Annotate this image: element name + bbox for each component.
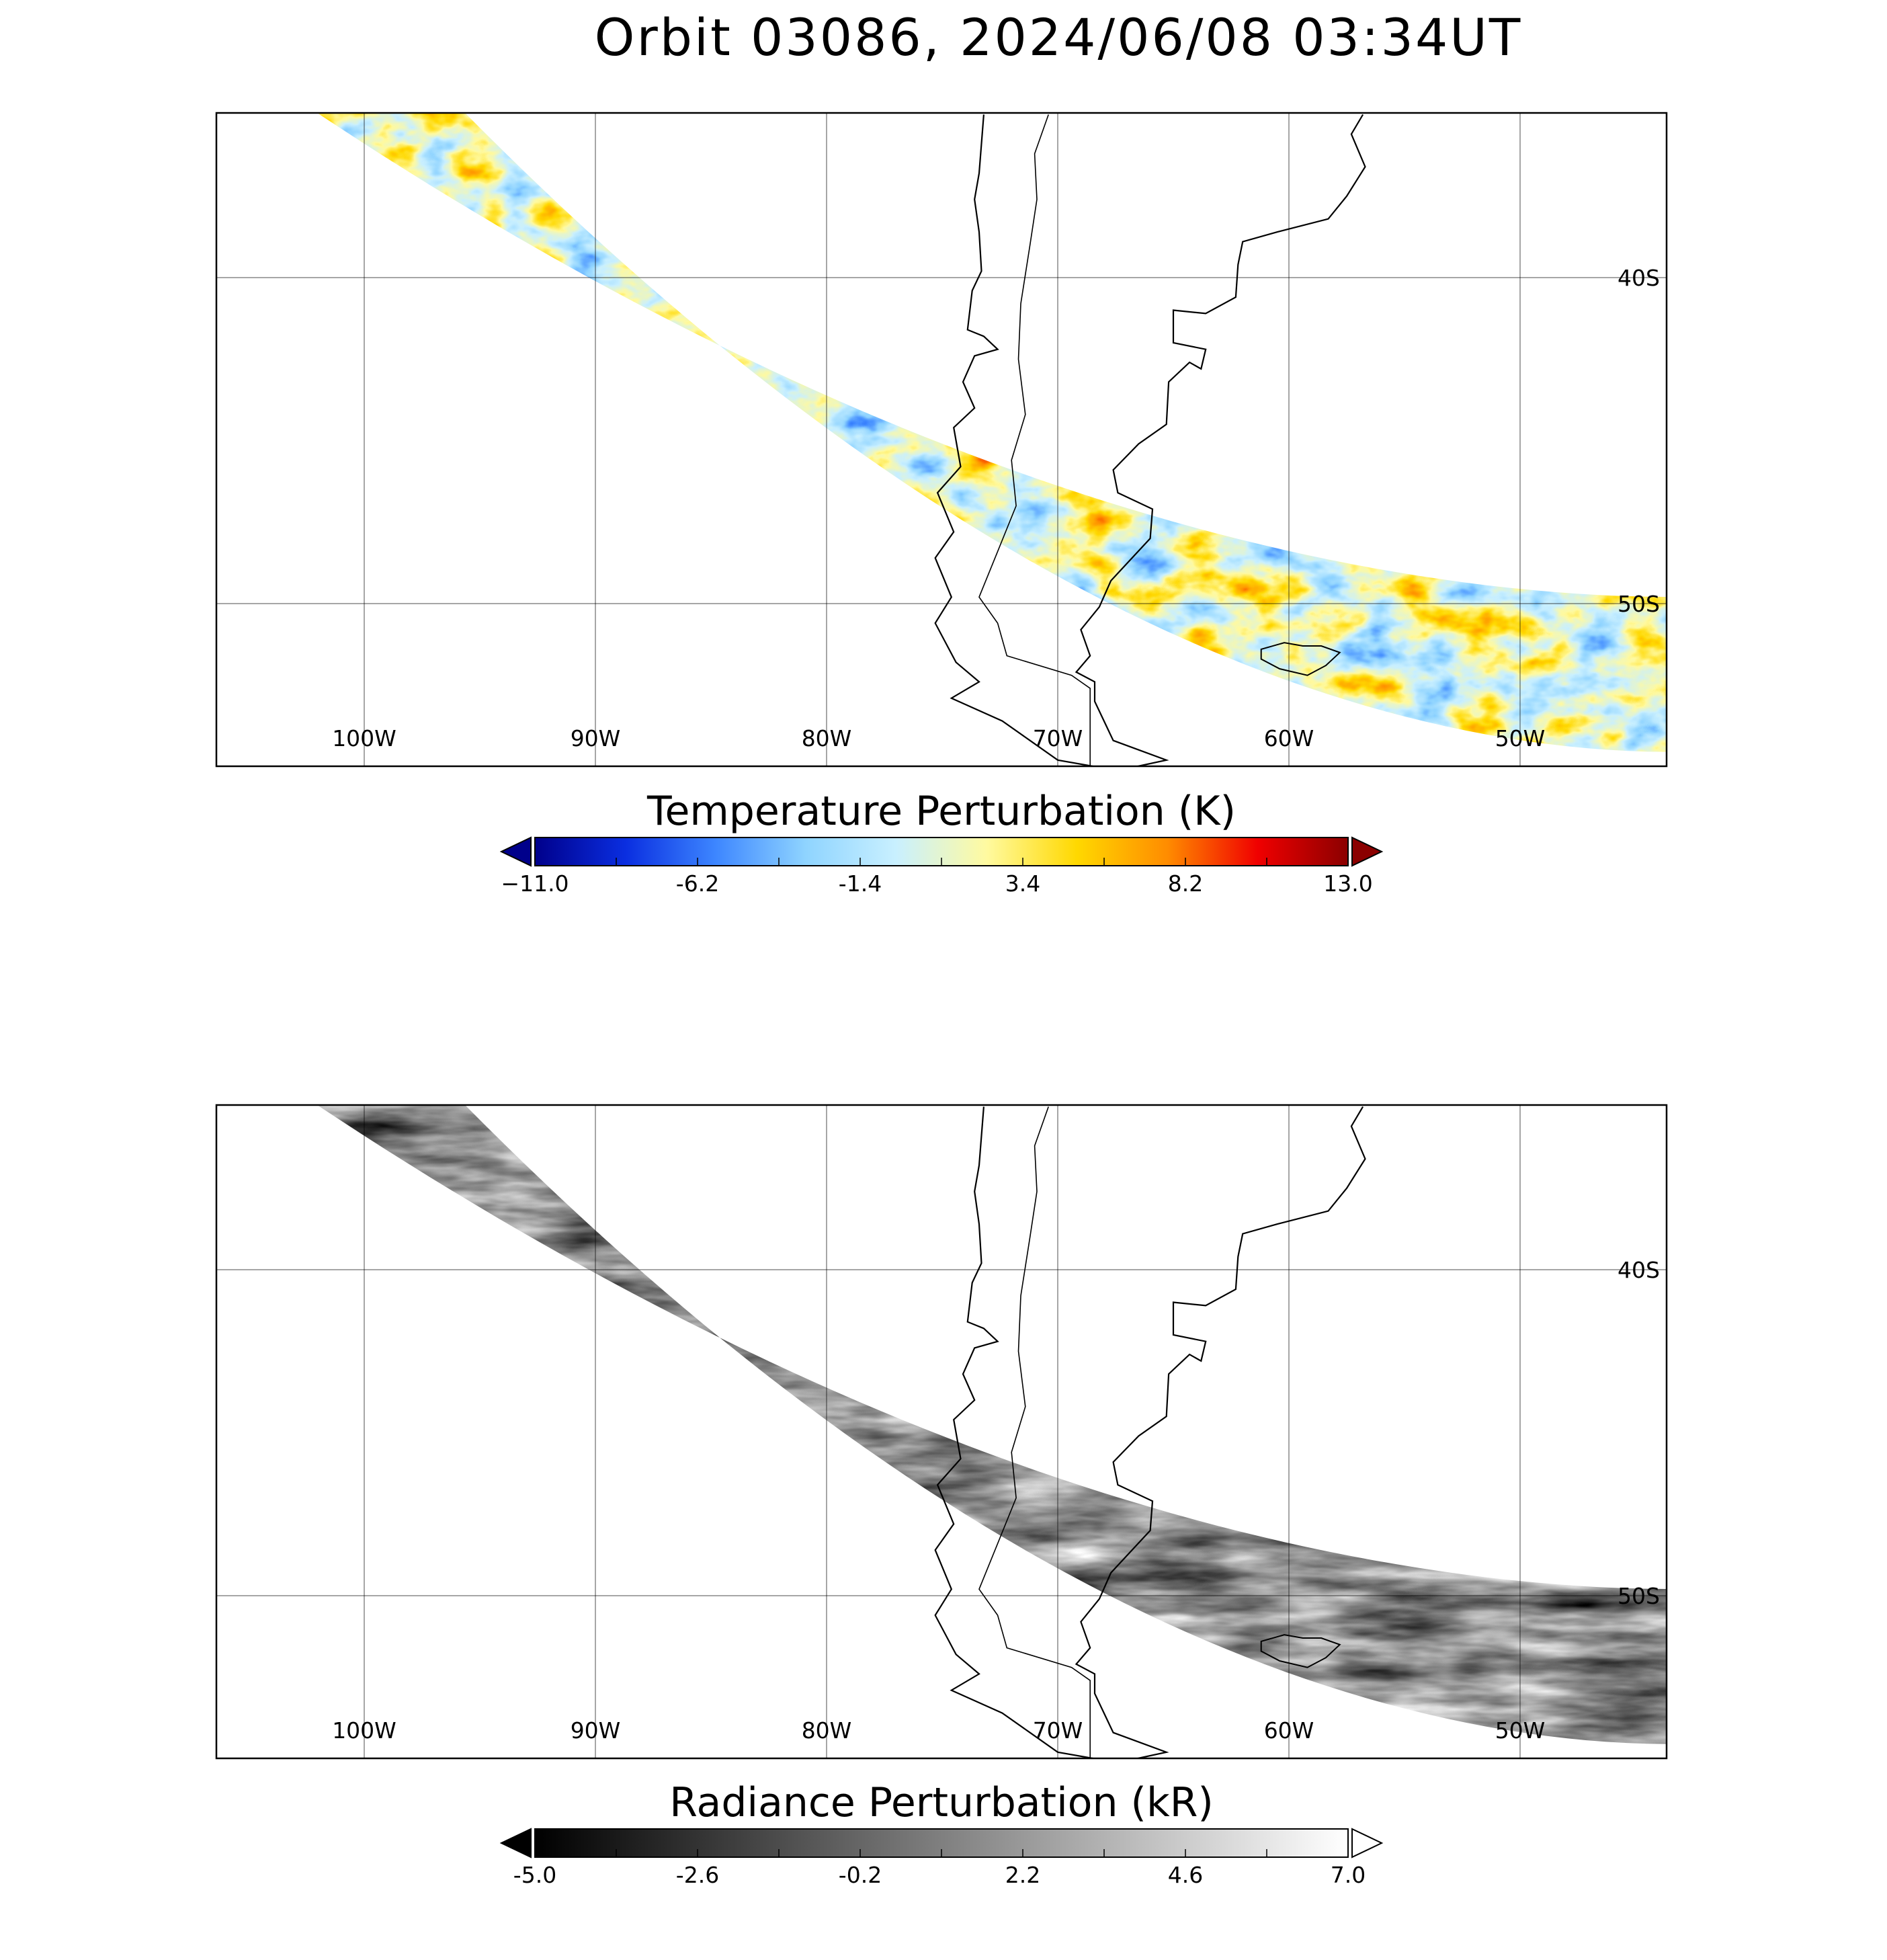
colorbar-tick-label: 13.0 — [1323, 870, 1372, 897]
radiance-map-panel: 100W 90W 80W 70W 60W 50W 40S 50S — [215, 1104, 1668, 1760]
temperature-colorbar: Temperature Perturbation (K) −11.0 -6.2 -1.… — [499, 788, 1384, 897]
colorbar-min-extension — [499, 1828, 532, 1859]
longitude-label: 90W — [571, 725, 621, 751]
latitude-label: 50S — [1618, 591, 1660, 617]
latitude-label: 40S — [1618, 265, 1660, 291]
longitude-label: 90W — [571, 1717, 621, 1744]
colorbar-title: Radiance Perturbation (kR) — [669, 1779, 1214, 1826]
map-frame — [215, 1104, 1668, 1760]
colorbar-tick-label: −11.0 — [501, 870, 569, 897]
colorbar-title: Temperature Perturbation (K) — [646, 788, 1236, 835]
coastline — [934, 114, 1366, 766]
latitude-label: 50S — [1618, 1583, 1660, 1609]
longitude-label: 70W — [1033, 1717, 1083, 1744]
colorbar-max-extension — [1351, 1828, 1384, 1859]
colorbar-tick-label: 7.0 — [1331, 1862, 1366, 1888]
colorbar-tick-label: -0.2 — [839, 1862, 882, 1888]
colorbar-min-extension — [499, 836, 532, 867]
colorbar-tick-label: 4.6 — [1168, 1862, 1203, 1888]
colorbar-tick-label: -5.0 — [513, 1862, 556, 1888]
falkland-islands-outline — [1260, 1634, 1341, 1668]
temperature-swath-image — [317, 113, 1667, 752]
colorbar-tick-label: 2.2 — [1005, 1862, 1040, 1888]
longitude-label: 70W — [1033, 725, 1083, 751]
falkland-islands-outline — [1260, 642, 1341, 676]
longitude-label: 80W — [802, 1717, 852, 1744]
radiance-swath-image — [317, 1105, 1667, 1744]
figure-title: Orbit 03086, 2024/06/08 03:34UT — [595, 7, 1523, 67]
longitude-label: 60W — [1264, 1717, 1314, 1744]
colorbar-max-extension — [1351, 836, 1384, 867]
map-frame — [215, 112, 1668, 768]
longitude-label: 100W — [332, 725, 396, 751]
coastline — [934, 1106, 1366, 1758]
colorbar-tick-label: -6.2 — [676, 870, 719, 897]
longitude-label: 50W — [1495, 725, 1546, 751]
longitude-label: 80W — [802, 725, 852, 751]
longitude-label: 50W — [1495, 1717, 1546, 1744]
colorbar-tick-label: -1.4 — [839, 870, 882, 897]
latitude-label: 40S — [1618, 1257, 1660, 1283]
longitude-label: 100W — [332, 1717, 396, 1744]
country-border — [978, 114, 1091, 766]
colorbar-tick-label: -2.6 — [676, 1862, 719, 1888]
longitude-label: 60W — [1264, 725, 1314, 751]
country-border — [978, 1106, 1091, 1758]
temperature-map-panel: 100W 90W 80W 70W 60W 50W 40S 50S — [215, 112, 1668, 768]
colorbar-tick-label: 3.4 — [1005, 870, 1040, 897]
radiance-colorbar: Radiance Perturbation (kR) -5.0 -2.6 -0.2 2.… — [499, 1779, 1384, 1888]
colorbar-tick-label: 8.2 — [1168, 870, 1203, 897]
